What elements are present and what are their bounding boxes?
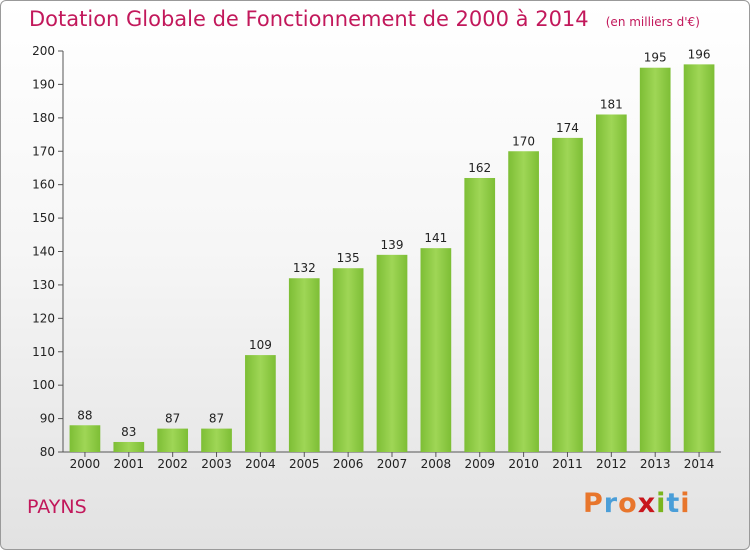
value-label: 139 [381,238,404,252]
x-tick-label: 2014 [684,457,715,471]
logo-letter: x [637,488,657,519]
x-tick-label: 2010 [508,457,539,471]
value-label: 196 [688,47,711,61]
x-tick-label: 2003 [201,457,232,471]
bar-2006 [332,268,364,452]
logo-letter: P [583,488,604,519]
bar-2001 [113,441,145,452]
y-tick-label: 140 [32,245,55,259]
x-tick-label: 2001 [114,457,145,471]
y-tick-label: 100 [32,378,55,392]
bar-2014 [683,64,715,452]
x-tick-label: 2009 [464,457,495,471]
value-label: 162 [468,161,491,175]
chart-title: Dotation Globale de Fonctionnement de 20… [29,7,589,31]
y-tick-label: 160 [32,178,55,192]
x-tick-label: 2002 [157,457,188,471]
value-label: 109 [249,338,272,352]
commune-name: PAYNS [27,496,87,518]
y-tick-label: 180 [32,111,55,125]
chart-unit: (en milliers d'€) [605,15,700,29]
logo-letter: i [680,488,691,519]
bar-2009 [464,177,496,452]
x-tick-label: 2005 [289,457,320,471]
y-tick-label: 130 [32,278,55,292]
y-tick-label: 90 [40,412,55,426]
logo-letter: t [666,488,681,519]
bar-2002 [157,428,189,452]
bar-2013 [639,67,671,452]
bar-2012 [595,114,627,452]
x-tick-label: 2011 [552,457,583,471]
bar-2003 [201,428,232,452]
x-tick-label: 2000 [70,457,101,471]
value-label: 83 [121,425,136,439]
value-label: 195 [644,51,667,65]
y-tick-label: 170 [32,144,55,158]
value-label: 87 [165,412,180,426]
proxiti-logo: Proxiti [583,488,691,519]
value-label: 170 [512,134,535,148]
y-tick-label: 190 [32,77,55,91]
logo-letter: r [603,488,619,519]
logo-letter: i [656,488,667,519]
value-label: 181 [600,97,623,111]
x-tick-label: 2013 [640,457,671,471]
x-tick-label: 2008 [421,457,452,471]
value-label: 132 [293,261,316,275]
x-tick-label: 2007 [377,457,408,471]
value-label: 87 [209,412,224,426]
bar-2000 [69,425,101,452]
value-label: 174 [556,121,579,135]
x-tick-label: 2006 [333,457,364,471]
y-tick-label: 110 [32,345,55,359]
bar-2011 [552,137,583,452]
value-label: 88 [77,408,92,422]
y-tick-label: 80 [40,445,55,459]
y-tick-label: 200 [32,44,55,58]
bars [69,64,715,452]
bar-2004 [245,355,276,452]
y-tick-label: 120 [32,311,55,325]
value-labels: 88 83 87 87 109 132 135 139 141 162 170 174 181 195 19… [77,47,710,439]
bar-2005 [288,278,320,452]
chart-title-block: Dotation Globale de Fonctionnement de 20… [29,7,700,31]
x-tick-label: 2004 [245,457,276,471]
y-tick-label: 150 [32,211,55,225]
logo-letter: o [618,488,638,519]
bar-2010 [508,151,539,452]
value-label: 135 [337,251,360,265]
axes: 80 90 100 110 120 130 140 150 160 170 180 190 200 200… [32,44,721,471]
value-label: 141 [424,231,447,245]
bar-2007 [376,254,408,452]
bar-2008 [420,248,452,452]
x-tick-label: 2012 [596,457,627,471]
